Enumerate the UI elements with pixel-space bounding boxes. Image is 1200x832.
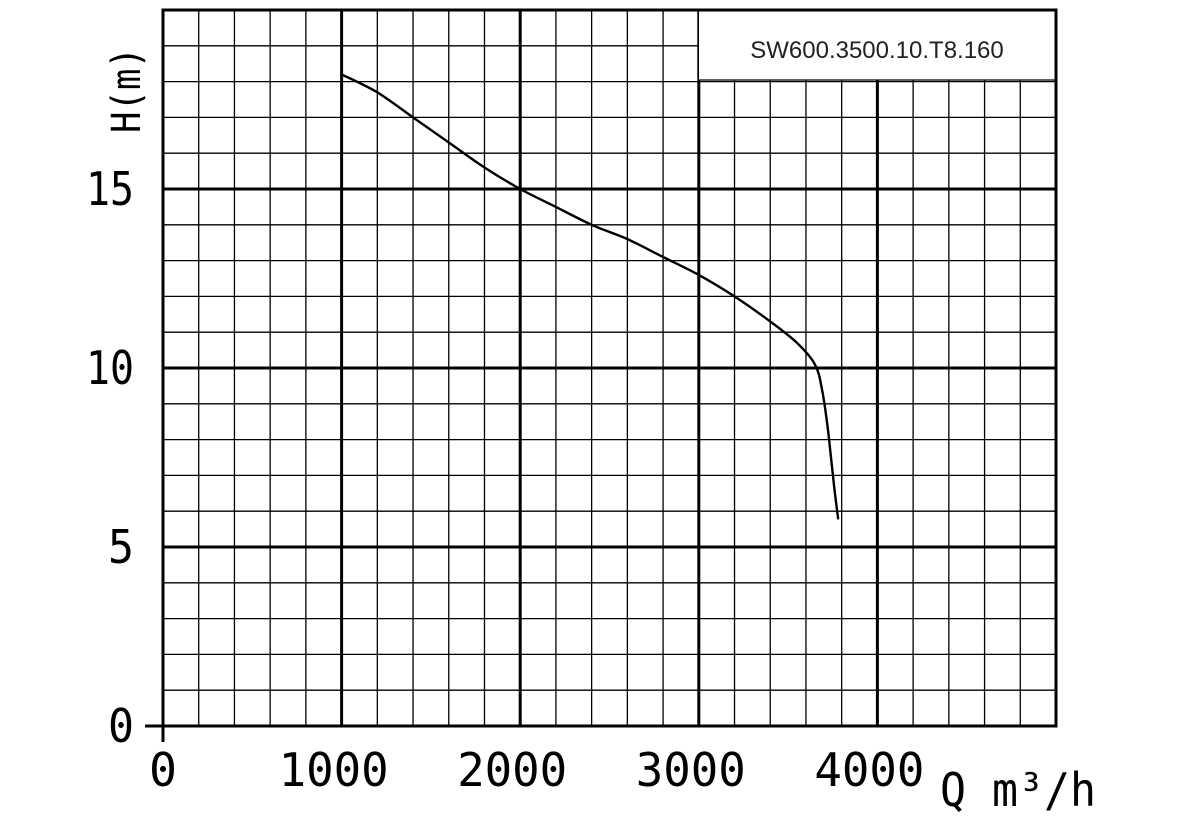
tick-labels: 0 1000 2000 3000 4000 0 5 10 15 [86, 162, 924, 797]
major-grid [163, 10, 1056, 726]
x-tick-label: 2000 [457, 743, 567, 797]
y-tick-label: 15 [86, 162, 134, 216]
series-line [340, 73, 840, 520]
y-tick-label: 10 [86, 341, 134, 395]
axes [145, 10, 1056, 742]
x-axis-label: Q m³/h [940, 763, 1096, 817]
minor-grid [163, 10, 1056, 726]
x-tick-label: 0 [149, 743, 177, 797]
y-tick-label: 5 [108, 520, 134, 574]
x-tick-label: 4000 [814, 743, 924, 797]
x-tick-label: 1000 [279, 743, 389, 797]
model-label-box [699, 10, 1056, 80]
y-tick-label: 0 [108, 699, 134, 753]
model-label: SW600.3500.10.T8.160 [750, 37, 1004, 64]
x-tick-label: 3000 [636, 743, 746, 797]
y-axis-label: H(m) [104, 47, 150, 133]
